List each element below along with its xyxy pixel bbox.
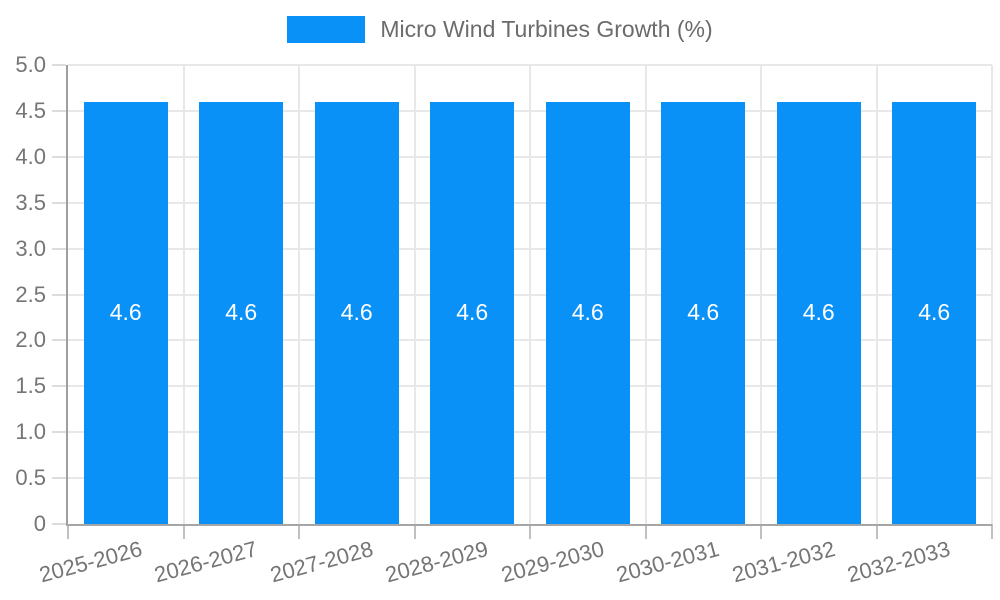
bar-value-label: 4.6 xyxy=(571,299,604,326)
y-axis-tick xyxy=(52,477,66,480)
bar-value-label: 4.6 xyxy=(687,299,720,326)
bar-value-label: 4.6 xyxy=(802,299,835,326)
x-axis-category-label: 2027-2028 xyxy=(267,536,376,588)
y-axis-tick xyxy=(52,339,66,342)
y-axis-tick-label: 5.0 xyxy=(15,52,46,77)
legend[interactable]: Micro Wind Turbines Growth (%) xyxy=(0,16,1000,43)
y-axis-tick xyxy=(52,201,66,204)
x-axis-tick xyxy=(875,524,878,539)
x-axis-tick xyxy=(413,524,416,539)
legend-swatch[interactable] xyxy=(287,16,366,43)
y-axis-tick-label: 4.0 xyxy=(15,143,46,169)
y-axis-tick-label: 0.5 xyxy=(15,465,46,491)
y-axis-tick-label: 2.5 xyxy=(15,281,46,307)
gridline-vertical xyxy=(991,65,993,524)
bar: 4.6 xyxy=(661,101,746,524)
x-axis-tick xyxy=(991,524,993,539)
x-axis-tick xyxy=(67,524,69,539)
y-axis-tick-label: 1.0 xyxy=(15,419,46,445)
y-axis-tick xyxy=(52,109,66,112)
x-axis-line xyxy=(66,524,992,526)
y-axis-tick-label: 3.5 xyxy=(15,189,46,215)
y-axis-line xyxy=(66,65,68,524)
x-axis-category-label: 2029-2030 xyxy=(498,536,607,588)
x-axis-category-label: 2031-2032 xyxy=(729,536,838,588)
y-axis-tick-label: 1.5 xyxy=(15,373,46,399)
x-axis-tick xyxy=(644,524,647,539)
gridline-vertical xyxy=(529,65,531,524)
gridline-vertical xyxy=(182,65,185,524)
bar: 4.6 xyxy=(892,101,977,524)
bar: 4.6 xyxy=(199,101,284,524)
x-axis-category-label: 2030-2031 xyxy=(613,536,722,588)
x-axis-tick xyxy=(529,524,531,539)
x-axis-category-label: 2032-2033 xyxy=(844,536,953,588)
bar-value-label: 4.6 xyxy=(918,299,951,326)
bar: 4.6 xyxy=(83,101,168,524)
bar: 4.6 xyxy=(776,101,861,524)
gridline-vertical xyxy=(760,65,762,524)
x-axis-category-label: 2026-2027 xyxy=(151,536,260,588)
bar-value-label: 4.6 xyxy=(340,299,373,326)
y-axis-tick-label: 4.5 xyxy=(15,97,46,123)
bar: 4.6 xyxy=(314,101,399,524)
y-axis-tick xyxy=(52,247,66,250)
y-axis-tick xyxy=(52,64,66,66)
y-axis-tick-label: 0 xyxy=(33,511,46,536)
y-axis-tick xyxy=(52,431,66,434)
bar-value-label: 4.6 xyxy=(456,299,489,326)
y-axis-tick-label: 3.0 xyxy=(15,235,46,261)
x-axis-tick xyxy=(298,524,300,539)
bar: 4.6 xyxy=(430,101,515,524)
legend-label: Micro Wind Turbines Growth (%) xyxy=(380,16,713,42)
gridline-vertical xyxy=(644,65,647,524)
y-axis-tick xyxy=(52,293,66,296)
y-axis-tick-label: 2.0 xyxy=(15,327,46,353)
plot-area: 0 0.5 1.0 1.5 2.0 2.5 3.0 3.5 4.0 4.5 5.0 4.6 4.6 4.6… xyxy=(15,52,993,587)
bar-value-label: 4.6 xyxy=(225,299,258,326)
gridline-vertical xyxy=(413,65,416,524)
y-axis-tick xyxy=(52,385,66,388)
y-axis-tick xyxy=(52,523,66,525)
x-axis-tick xyxy=(760,524,762,539)
y-axis-tick xyxy=(52,155,66,158)
x-axis-category-label: 2025-2026 xyxy=(36,536,145,588)
bar-value-label: 4.6 xyxy=(109,299,142,326)
bar: 4.6 xyxy=(545,101,630,524)
gridline-vertical xyxy=(875,65,878,524)
gridline-vertical xyxy=(298,65,300,524)
x-axis-tick xyxy=(182,524,185,539)
x-axis-category-label: 2028-2029 xyxy=(382,536,491,588)
